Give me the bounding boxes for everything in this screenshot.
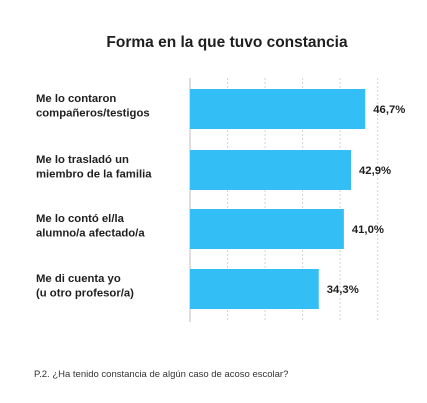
data-label: 42,9% xyxy=(359,165,391,177)
bar xyxy=(190,150,352,190)
data-label: 41,0% xyxy=(352,224,384,236)
bars xyxy=(190,89,366,309)
bar xyxy=(190,209,344,249)
bar xyxy=(190,269,319,309)
data-label: 34,3% xyxy=(327,284,359,296)
category-label: Me lo trasladó un miembro de la familia xyxy=(36,154,152,181)
category-label: Me lo contaron compañeros/testigos xyxy=(36,93,150,120)
chart-title: Forma en la que tuvo constancia xyxy=(106,34,348,51)
footnote: P.2. ¿Ha tenido constancia de algún caso… xyxy=(34,369,289,380)
bar xyxy=(190,89,366,129)
category-labels: Me lo contaron compañeros/testigos Me lo t… xyxy=(36,93,152,300)
category-label: Me di cuenta yo (u otro profesor/a) xyxy=(36,273,134,300)
category-label: Me lo contó el/la alumno/a afectado/a xyxy=(36,213,145,240)
data-label: 46,7% xyxy=(373,104,405,116)
data-labels: 46,7% 42,9% 41,0% 34,3% xyxy=(327,104,406,296)
